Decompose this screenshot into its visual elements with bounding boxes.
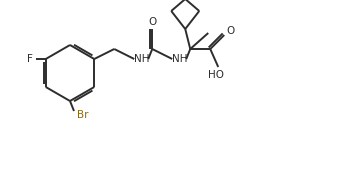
- Text: F: F: [27, 54, 33, 64]
- Text: O: O: [226, 26, 234, 36]
- Text: Br: Br: [77, 110, 89, 120]
- Text: HO: HO: [208, 70, 224, 80]
- Text: O: O: [148, 17, 156, 27]
- Text: NH: NH: [173, 54, 188, 64]
- Text: NH: NH: [135, 54, 150, 64]
